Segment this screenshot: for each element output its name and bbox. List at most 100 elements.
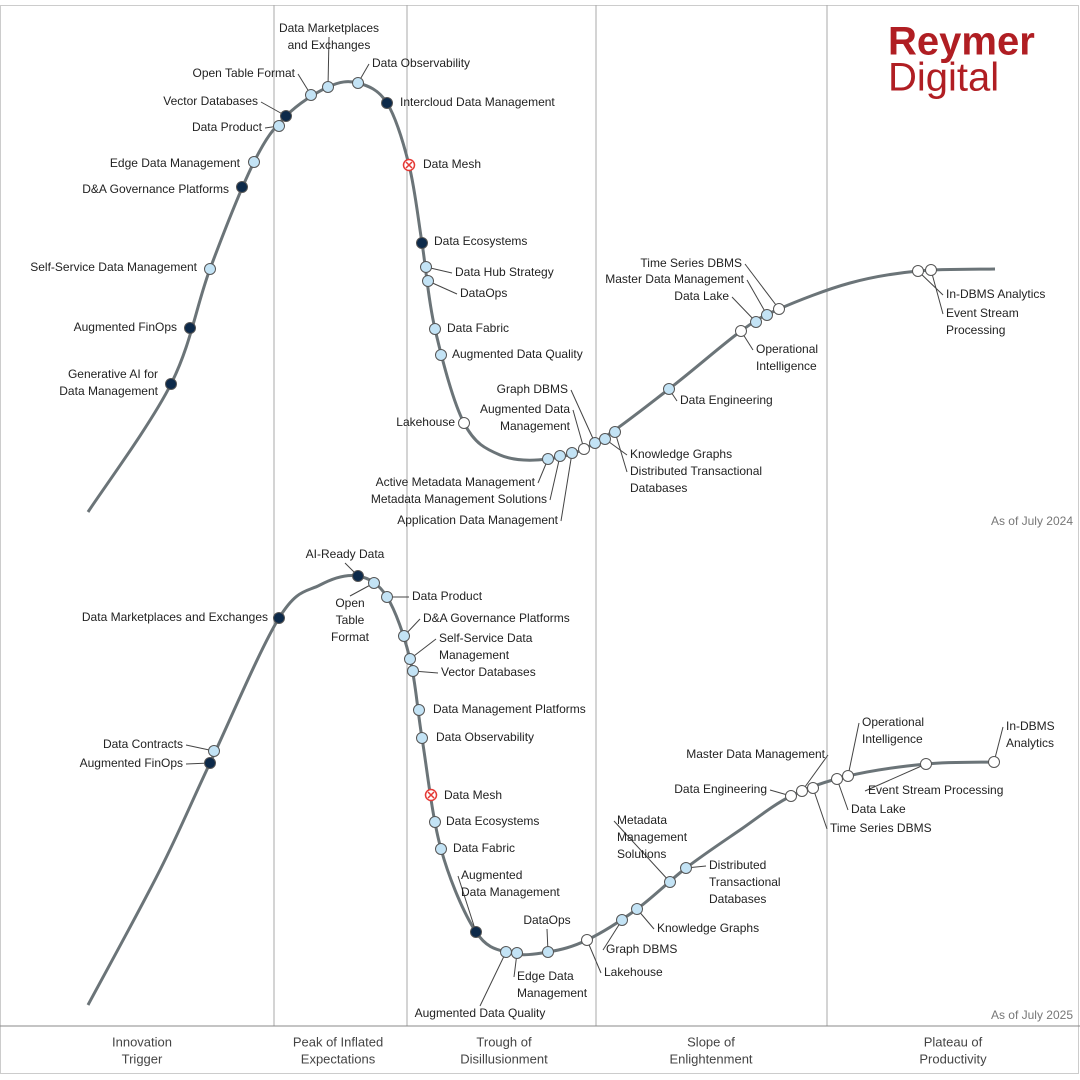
node-label: Data Observability [436,730,534,744]
node-label: Metadata Management Solutions [371,492,547,506]
node-label: Data Engineering [680,393,773,407]
node-marker [165,378,177,390]
node-marker [236,181,248,193]
phase-label: Enlightenment [669,1051,752,1066]
node-label: Event Stream Processing [868,783,1003,797]
leader-line [327,36,330,88]
node-label: Time Series DBMS [830,821,932,835]
leader-line [812,787,828,830]
node-label: AI-Ready Data [306,547,385,561]
node-marker [609,426,621,438]
leader-line [930,269,944,315]
node-label: Format [331,630,370,644]
node-marker [511,947,523,959]
node-marker [422,275,434,287]
node-marker [500,946,512,958]
node-marker [429,323,441,335]
node-label: Data Hub Strategy [455,265,554,279]
node-label: Management [500,419,571,433]
node-label: Lakehouse [604,965,663,979]
node-label: D&A Governance Platforms [82,182,229,196]
node-marker [435,349,447,361]
node-label: and Exchanges [288,38,371,52]
node-marker [368,577,380,589]
node-label: Databases [630,481,687,495]
node-marker [616,914,628,926]
leader-line [744,263,780,310]
date-label: As of July 2024 [991,514,1073,528]
node-label: Augmented [461,868,522,882]
node-marker [920,758,932,770]
node-marker [842,770,854,782]
node-label: Data Observability [372,56,470,70]
node-marker [785,790,797,802]
node-marker [458,417,470,429]
node-label: Master Data Management [686,747,825,761]
node-marker [831,773,843,785]
obsolete-marker [402,158,416,172]
node-marker [204,263,216,275]
node-label: Time Series DBMS [640,256,742,270]
node-label: Data Marketplaces and Exchanges [82,610,268,624]
node-marker [750,316,762,328]
node-label: Intercloud Data Management [400,95,555,109]
node-label: Edge Data [517,969,574,983]
hype-curve [86,574,995,1006]
node-marker [416,237,428,249]
node-label: Databases [709,892,766,906]
node-label: Vector Databases [441,665,536,679]
leader-line [549,455,561,501]
node-label: Analytics [1006,736,1054,750]
node-label: Management [517,986,588,1000]
node-marker [184,322,196,334]
node-label: Master Data Management [605,272,744,286]
frame [0,5,1079,1074]
node-label: Data Lake [674,289,729,303]
node-label: Data Management [59,384,158,398]
node-label: Data Fabric [453,841,515,855]
node-marker [761,309,773,321]
node-label: Management [439,648,510,662]
node-label: Application Data Management [397,513,558,527]
node-marker [680,862,692,874]
leader-line [479,951,507,1007]
node-label: Augmented Data Quality [452,347,583,361]
leader-line [993,726,1004,763]
brand-name: Reymer [888,20,1035,64]
node-label: Self-Service Data Management [30,260,197,274]
node-marker [352,570,364,582]
node-label: Event Stream [946,306,1019,320]
node-marker [352,77,364,89]
node-label: Data Mesh [444,788,502,802]
node-label: Augmented FinOps [74,320,177,334]
node-label: Graph DBMS [606,942,677,956]
node-marker [248,156,260,168]
node-marker [404,653,416,665]
node-marker [305,89,317,101]
obsolete-marker [424,788,438,802]
node-marker [542,453,554,465]
node-marker [273,120,285,132]
node-label: Data Product [412,589,483,603]
node-marker [273,612,285,624]
node-marker [413,704,425,716]
node-label: Open [335,596,364,610]
node-marker [416,732,428,744]
node-label: Operational [862,715,924,729]
node-marker [435,843,447,855]
leader-line [572,409,585,450]
node-marker [554,450,566,462]
node-label: Lakehouse [396,415,455,429]
node-label: Augmented FinOps [80,756,183,770]
phase-label: Disillusionment [460,1051,548,1066]
brand-name: Digital [888,56,999,100]
leader-line [614,431,628,473]
node-label: Metadata [617,813,667,827]
node-label: Data Fabric [447,321,509,335]
node-marker [631,903,643,915]
node-label: Operational [756,342,818,356]
node-marker [663,383,675,395]
marker-cross [427,791,435,799]
node-label: Active Metadata Management [376,475,536,489]
node-marker [578,443,590,455]
